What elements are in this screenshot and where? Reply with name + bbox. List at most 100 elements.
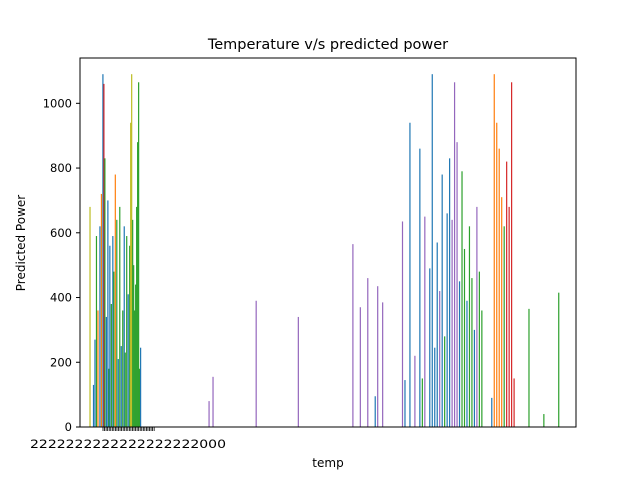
bar bbox=[108, 368, 110, 427]
bars-layer bbox=[89, 74, 560, 428]
bar bbox=[116, 219, 118, 427]
bar bbox=[528, 308, 530, 427]
bar bbox=[107, 200, 109, 427]
bar bbox=[461, 171, 463, 427]
y-tick-label: 1000 bbox=[43, 96, 72, 110]
bar bbox=[463, 248, 466, 427]
bar bbox=[110, 304, 112, 427]
y-tick-label: 200 bbox=[50, 355, 72, 369]
bar bbox=[434, 347, 436, 427]
bar bbox=[453, 82, 456, 427]
bar bbox=[496, 122, 498, 428]
bar bbox=[506, 161, 508, 427]
bar bbox=[374, 396, 376, 427]
bar bbox=[134, 310, 136, 427]
bar bbox=[131, 74, 133, 428]
bar bbox=[359, 307, 361, 427]
bar bbox=[404, 380, 406, 427]
bar bbox=[297, 316, 299, 427]
bar bbox=[208, 401, 210, 427]
bar bbox=[132, 219, 134, 427]
bar bbox=[429, 268, 431, 427]
x-axis-ticks bbox=[102, 427, 155, 431]
bar bbox=[449, 158, 451, 427]
x-axis-tick-labels: 2222222222222222222000 bbox=[30, 437, 226, 451]
bar bbox=[481, 310, 483, 427]
bar bbox=[127, 294, 129, 427]
y-tick-label: 600 bbox=[50, 226, 72, 240]
bar bbox=[498, 148, 500, 427]
bar bbox=[139, 368, 141, 427]
bar bbox=[95, 236, 98, 427]
bar bbox=[451, 219, 453, 427]
bar bbox=[439, 291, 441, 427]
bar bbox=[120, 346, 122, 427]
bar bbox=[478, 271, 480, 427]
bar bbox=[136, 206, 138, 427]
bar bbox=[558, 292, 560, 427]
bar bbox=[419, 148, 421, 427]
bar bbox=[466, 300, 468, 427]
y-tick-label: 0 bbox=[65, 420, 72, 434]
bar bbox=[511, 82, 513, 427]
bar bbox=[140, 347, 142, 427]
bar bbox=[92, 384, 95, 427]
y-tick-label: 800 bbox=[50, 161, 72, 175]
bar bbox=[456, 142, 458, 427]
bar bbox=[212, 376, 214, 427]
bar bbox=[123, 226, 125, 427]
bar bbox=[138, 82, 140, 427]
bar bbox=[130, 122, 132, 428]
bar bbox=[503, 226, 505, 427]
bar bbox=[119, 206, 121, 427]
bar bbox=[476, 206, 478, 427]
bar bbox=[513, 378, 515, 427]
bar bbox=[122, 310, 124, 427]
bar bbox=[102, 74, 104, 428]
bar bbox=[100, 193, 103, 427]
bar bbox=[424, 216, 426, 427]
bar bbox=[89, 206, 91, 427]
bar bbox=[444, 336, 446, 427]
bar bbox=[99, 226, 101, 427]
x-axis-label: temp bbox=[312, 456, 343, 470]
bar bbox=[508, 206, 510, 427]
bar bbox=[103, 83, 105, 427]
bar bbox=[104, 158, 106, 427]
bar bbox=[112, 236, 114, 427]
bar bbox=[352, 244, 354, 427]
bar bbox=[501, 197, 503, 427]
bar bbox=[436, 242, 438, 427]
bar bbox=[129, 245, 131, 427]
bar bbox=[446, 213, 448, 427]
y-axis-label: Predicted Power bbox=[14, 195, 28, 291]
bar bbox=[458, 281, 461, 427]
plot-frame bbox=[79, 57, 577, 428]
bar bbox=[124, 352, 126, 427]
bar bbox=[409, 122, 411, 428]
bar bbox=[114, 174, 116, 427]
bar bbox=[468, 226, 471, 427]
bar bbox=[471, 278, 473, 427]
bar bbox=[421, 378, 423, 427]
y-tick-label: 400 bbox=[50, 291, 72, 305]
bar bbox=[382, 302, 384, 427]
bar bbox=[255, 300, 257, 427]
bar bbox=[135, 284, 137, 427]
bar bbox=[414, 355, 416, 427]
bar bbox=[113, 271, 115, 427]
bar bbox=[493, 74, 495, 428]
bar bbox=[367, 278, 369, 427]
bar bbox=[97, 310, 99, 427]
bar bbox=[441, 174, 443, 427]
bar bbox=[126, 236, 128, 427]
bar bbox=[491, 397, 493, 427]
bar bbox=[137, 142, 139, 427]
bar bbox=[133, 265, 135, 427]
bar bbox=[473, 329, 476, 427]
bar bbox=[401, 221, 404, 427]
bar bbox=[105, 316, 107, 427]
chart-title: Temperature v/s predicted power bbox=[207, 37, 448, 53]
bar bbox=[431, 74, 433, 428]
